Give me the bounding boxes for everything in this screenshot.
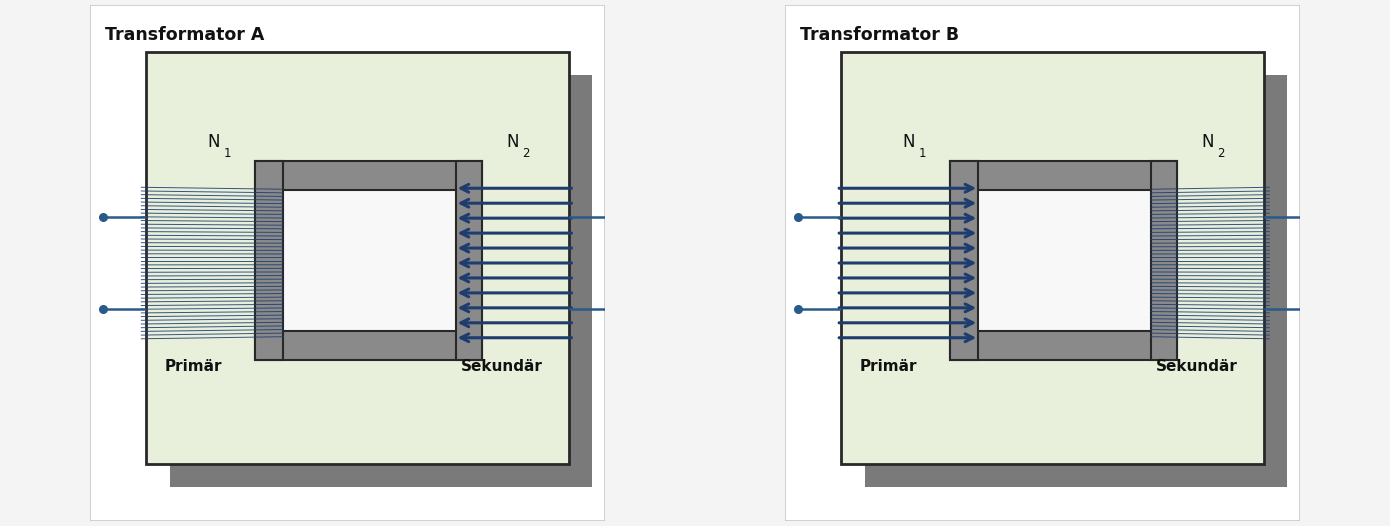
Text: Primär: Primär [164, 359, 222, 375]
Text: N: N [506, 133, 518, 151]
Text: Sekundär: Sekundär [461, 359, 542, 375]
Bar [170, 75, 592, 487]
Text: Primär: Primär [859, 359, 917, 375]
Bar [949, 161, 1176, 189]
Bar [456, 161, 481, 360]
Bar [865, 75, 1287, 487]
Text: Transformator A: Transformator A [106, 26, 264, 44]
Text: 1: 1 [224, 147, 231, 160]
Bar [254, 331, 481, 360]
Text: N: N [1201, 133, 1213, 151]
Text: Sekundär: Sekundär [1156, 359, 1237, 375]
Bar [254, 161, 481, 189]
Bar [254, 161, 284, 360]
Bar [284, 175, 456, 331]
Text: Transformator B: Transformator B [801, 26, 959, 44]
Bar [949, 161, 979, 360]
Text: 2: 2 [1218, 147, 1225, 160]
Text: 2: 2 [523, 147, 530, 160]
Bar [1151, 161, 1176, 360]
Bar [841, 52, 1264, 464]
Bar [979, 175, 1151, 331]
Text: 1: 1 [919, 147, 926, 160]
Text: N: N [902, 133, 915, 151]
Bar [146, 52, 569, 464]
Text: N: N [207, 133, 220, 151]
Bar [949, 331, 1176, 360]
